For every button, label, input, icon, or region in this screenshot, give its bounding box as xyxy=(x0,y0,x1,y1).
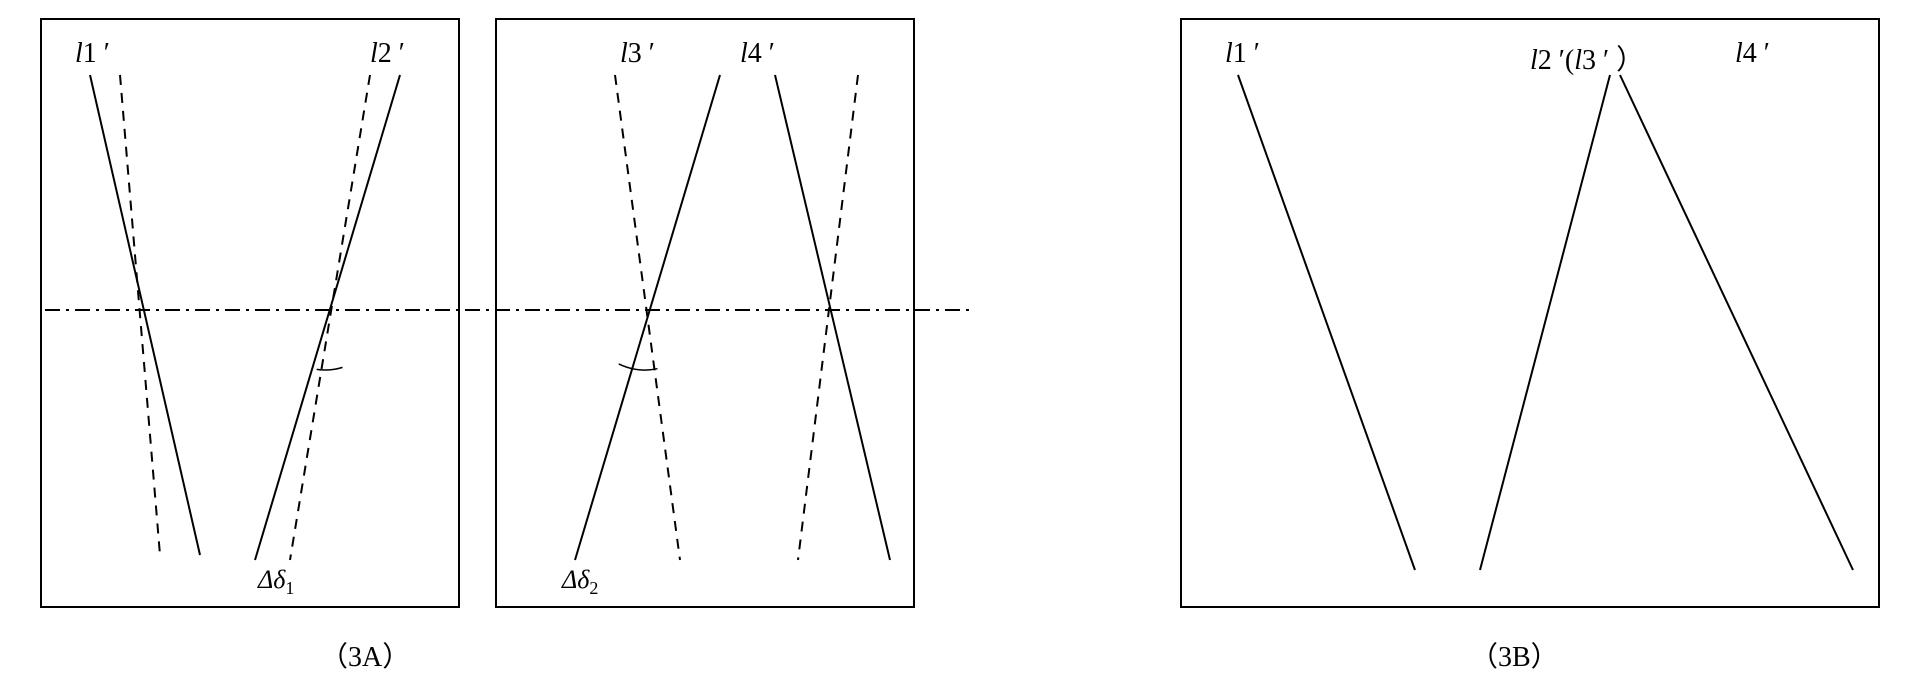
line-b-l2-solid xyxy=(1480,75,1610,570)
label-l3-prime-a: l3 ′ xyxy=(620,38,655,70)
angle-arc-1 xyxy=(317,367,343,370)
line-l4-solid xyxy=(775,75,890,560)
line-b-l3-solid xyxy=(1620,75,1853,570)
label-l1-prime-b: l1 ′ xyxy=(1225,38,1260,70)
label-l2-prime-a: l2 ′ xyxy=(370,38,405,70)
line-l2-dashed xyxy=(290,75,370,560)
line-b-l1-solid xyxy=(1238,75,1415,570)
caption-3b: （3B） xyxy=(1470,635,1559,675)
line-l1-dashed xyxy=(120,75,160,555)
line-l2-solid xyxy=(255,75,400,560)
line-l1-solid xyxy=(90,75,200,555)
label-l4-prime-a: l4 ′ xyxy=(740,38,775,70)
line-l3-solid xyxy=(575,75,720,560)
label-delta-1: Δδ1 xyxy=(258,565,294,599)
caption-3a: （3A） xyxy=(320,635,410,675)
label-l1-prime-a: l1 ′ xyxy=(75,38,110,70)
label-delta-2: Δδ2 xyxy=(562,565,598,599)
angle-arc-2 xyxy=(619,364,658,370)
line-l4-dashed xyxy=(798,75,858,560)
label-l2-l3-prime-b: l2 ′(l3 ′ ） xyxy=(1530,38,1644,78)
label-l4-prime-b: l4 ′ xyxy=(1735,38,1770,70)
